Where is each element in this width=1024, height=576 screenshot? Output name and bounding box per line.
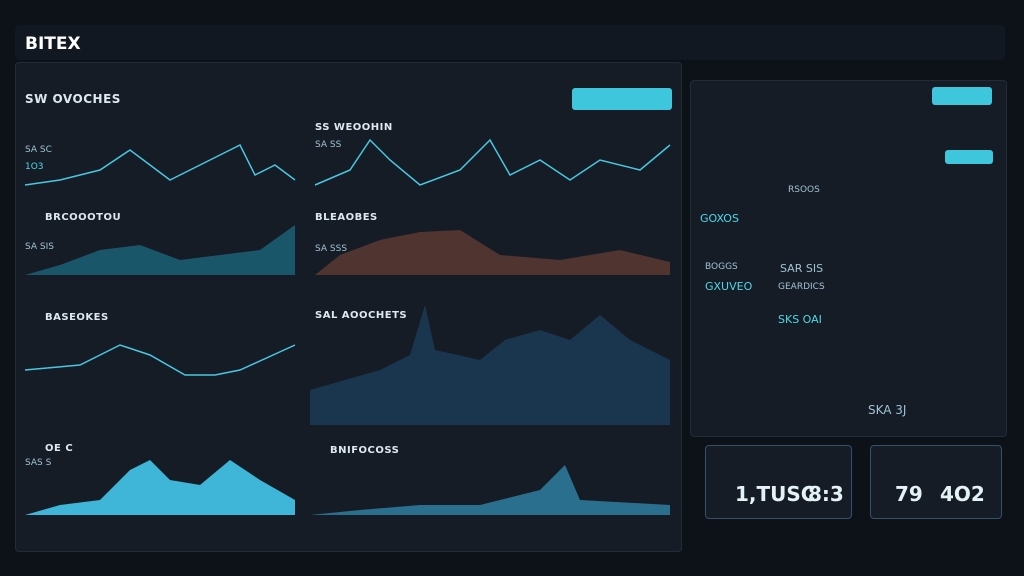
- ticker-value: 79: [895, 482, 923, 506]
- main-panel: [15, 62, 682, 552]
- panel-title: BNIFOCOSS: [330, 445, 400, 456]
- label: SA SS: [315, 140, 342, 150]
- label: 1O3: [25, 162, 44, 172]
- card-title: RSOOS: [788, 185, 820, 195]
- ticker-value: 8:3: [808, 482, 844, 506]
- panel-title: SS WEOOHIN: [315, 122, 393, 133]
- brand[interactable]: BITEX: [25, 34, 81, 54]
- card-value: GXUVEO: [705, 280, 753, 293]
- card-value: GEARDICS: [778, 282, 825, 292]
- card-title: BOGGS: [705, 262, 738, 272]
- panel-title: BRCOOOTOU: [45, 212, 122, 223]
- card-title: SAR SIS: [780, 262, 824, 275]
- chart-area: [25, 460, 295, 515]
- label: SA SIS: [25, 242, 54, 252]
- card-title: SKS OAI: [778, 313, 822, 326]
- chart-area: [25, 225, 295, 275]
- card-value: SKA 3J: [868, 403, 907, 417]
- ticker-card: [705, 445, 852, 519]
- chart-line: [24, 143, 296, 186]
- ticker-value: 4O2: [940, 482, 985, 506]
- button[interactable]: [572, 88, 672, 110]
- panel-title: OE C: [45, 443, 74, 454]
- header: BITEX: [15, 25, 1005, 60]
- panel-title: BASEOKES: [45, 312, 109, 323]
- label: SA SC: [25, 145, 52, 155]
- chart-area: [310, 305, 670, 425]
- button[interactable]: [932, 87, 992, 105]
- ticker-value: 1,TUSC: [735, 482, 816, 506]
- panel-title: SW OVOCHES: [25, 92, 121, 106]
- side-panel: [690, 80, 1007, 437]
- label: SAS S: [25, 458, 52, 468]
- label: SA SSS: [315, 244, 348, 254]
- panel-title: BLEAOBES: [315, 212, 378, 223]
- chart-line: [24, 344, 296, 376]
- chart-area: [310, 465, 670, 515]
- chart-area: [315, 230, 670, 275]
- panel-title: SAL AOOCHETS: [315, 310, 408, 321]
- chart-line: [314, 138, 671, 186]
- button[interactable]: [945, 150, 993, 164]
- card-value: GOXOS: [700, 212, 739, 225]
- ticker-card: [870, 445, 1002, 519]
